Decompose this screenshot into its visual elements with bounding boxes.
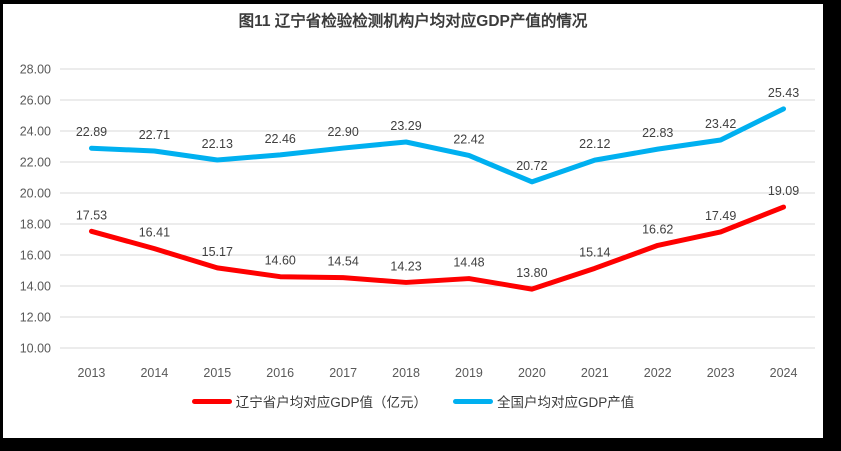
x-axis-tick-label: 2016 [266,366,294,380]
line-chart: 10.00 12.00 14.00 16.00 18.00 20.00 22.00 24.00… [20,63,815,380]
data-label: 23.42 [705,117,736,131]
chart-title: 图11 辽宁省检验检测机构户均对应GDP产值的情况 [238,13,588,30]
data-label: 17.53 [76,208,107,222]
legend-item-national: 全国户均对应GDP产值 [453,391,634,411]
data-label: 22.83 [642,126,673,140]
data-label: 22.89 [76,125,107,139]
y-axis-tick-label: 28.00 [20,63,51,77]
data-label: 13.80 [516,266,547,280]
series-line [88,106,787,185]
data-label: 22.13 [202,137,233,151]
data-label: 22.46 [265,132,296,146]
data-label: 14.23 [390,259,421,273]
data-label: 22.42 [453,132,484,146]
y-axis-tick-label: 18.00 [20,218,51,232]
y-axis-tick-label: 14.00 [20,280,51,294]
x-axis-tick-label: 2024 [770,366,798,380]
x-axis-tick-label: 2020 [518,366,546,380]
liaoning-line-swatch-icon [191,398,232,404]
y-axis-tick-label: 20.00 [20,187,51,201]
x-axis-tick-label: 2022 [644,366,672,380]
x-axis-tick-label: 2019 [455,366,483,380]
y-axis-tick-label: 26.00 [20,94,51,108]
y-axis-tick-label: 22.00 [20,156,51,170]
series-line [88,204,787,292]
data-label: 23.29 [390,119,421,133]
data-label: 15.17 [202,245,233,259]
data-label: 22.71 [139,128,170,142]
x-axis-tick-label: 2018 [392,366,420,380]
x-axis-tick-label: 2021 [581,366,609,380]
data-label: 14.60 [265,254,296,268]
data-label: 16.41 [139,226,170,240]
national-line-swatch-icon [453,398,493,404]
data-label: 14.48 [453,256,484,270]
y-axis-tick-label: 10.00 [20,342,51,356]
x-axis-tick-label: 2023 [707,366,735,380]
data-label: 14.54 [327,255,358,269]
data-label: 19.09 [768,184,799,198]
data-label: 22.12 [579,137,610,151]
data-label: 20.72 [516,159,547,173]
x-axis-tick-label: 2014 [140,366,168,380]
y-axis-tick-label: 12.00 [20,311,51,325]
legend-label-liaoning: 辽宁省户均对应GDP值（亿元） [235,395,427,410]
y-axis-tick-label: 16.00 [20,249,51,263]
data-label: 22.90 [327,125,358,139]
legend-item-liaoning: 辽宁省户均对应GDP值（亿元） [191,391,427,411]
data-label: 25.43 [768,86,799,100]
data-label: 17.49 [705,209,736,223]
data-label: 15.14 [579,245,610,259]
y-axis-tick-label: 24.00 [20,125,51,139]
x-axis-tick-label: 2013 [78,366,106,380]
x-axis-tick-label: 2015 [203,366,231,380]
chart-legend: 辽宁省户均对应GDP值（亿元） 全国户均对应GDP产值 [3,391,823,411]
data-label: 16.62 [642,222,673,236]
legend-label-national: 全国户均对应GDP产值 [497,395,635,410]
x-axis-tick-label: 2017 [329,366,357,380]
